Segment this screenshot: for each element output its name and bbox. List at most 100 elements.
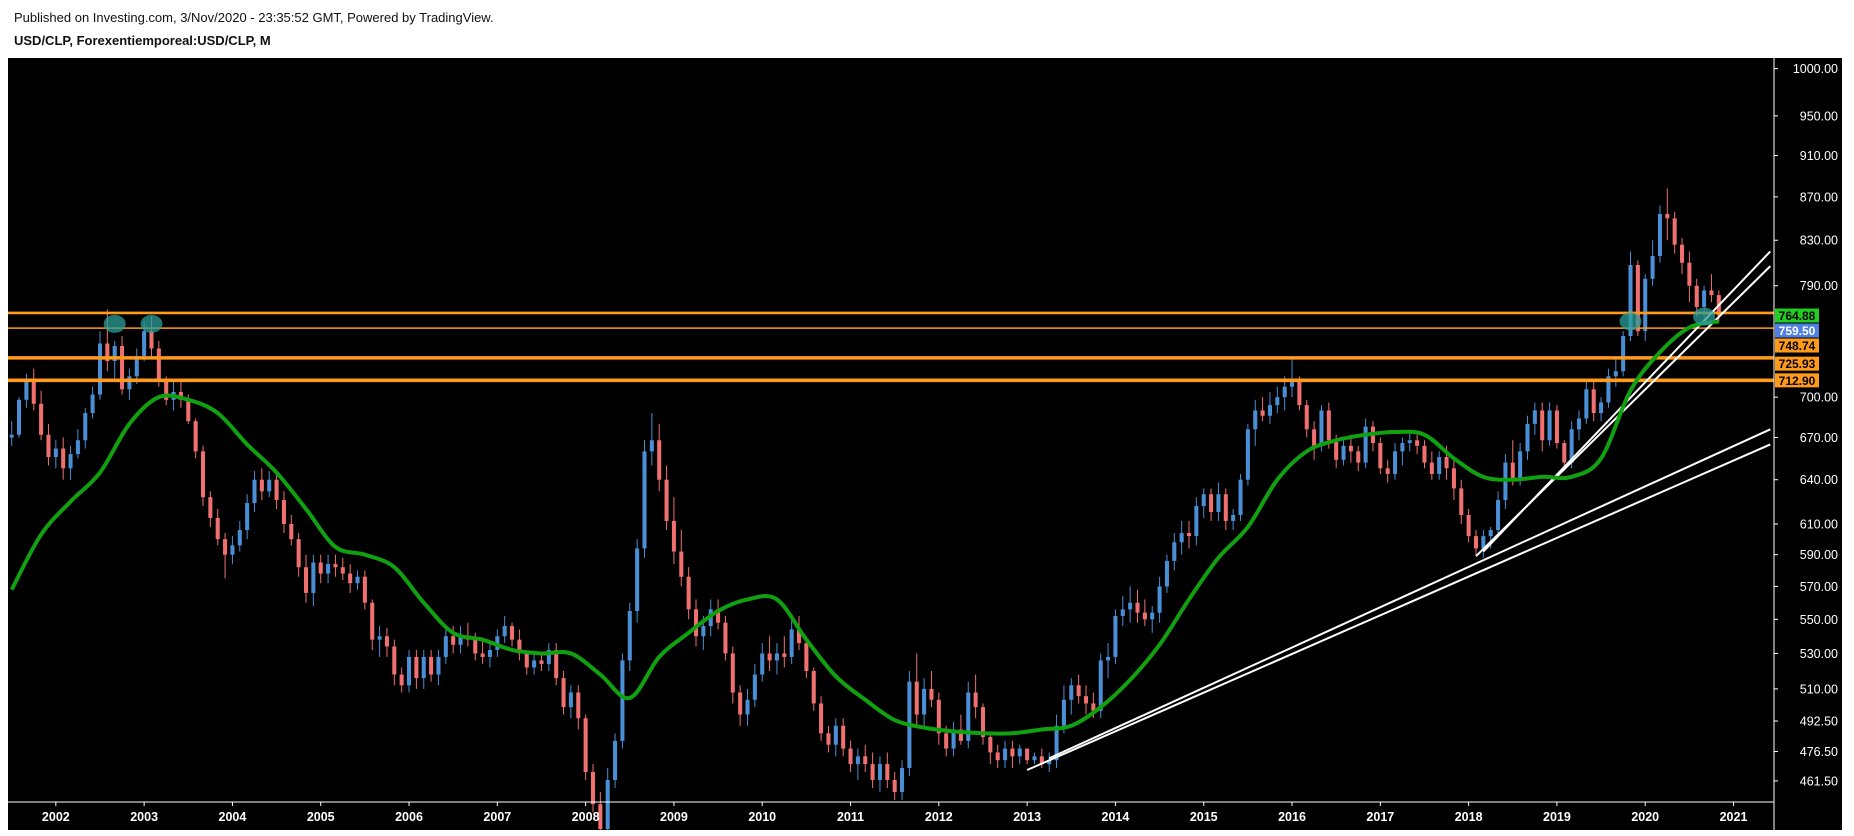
highlight-circle[interactable]	[140, 314, 163, 333]
price-chart[interactable]: 1000.00 950.00 910.00 870.00 830.00 790.00 700…	[8, 58, 1842, 830]
candle	[75, 429, 80, 459]
highlight-circle[interactable]	[1619, 312, 1642, 331]
highlight-circle[interactable]	[103, 314, 126, 333]
moving-average-line[interactable]	[9, 319, 1720, 736]
candle-body	[53, 448, 58, 457]
candle-body	[745, 699, 750, 715]
candle-body	[156, 348, 161, 382]
candle-body	[738, 692, 743, 715]
trend-line[interactable]	[1026, 443, 1771, 771]
price-badge-label: 759.50	[1779, 324, 1816, 338]
candle-body	[826, 733, 831, 745]
candle	[988, 733, 993, 765]
candle-body	[789, 629, 794, 657]
candle-body	[796, 629, 802, 644]
candle	[598, 791, 603, 830]
candle	[414, 649, 419, 689]
candle-body	[1444, 456, 1449, 469]
candle-body	[922, 688, 927, 715]
x-tick-label: 2004	[219, 810, 247, 824]
candle	[1665, 188, 1670, 241]
y-tick-label: 570.00	[1800, 580, 1838, 594]
time-axis[interactable]: 2002 2003 2004 2005 2006 2007 2008 2009 2010 2011…	[42, 802, 1748, 824]
candle	[193, 418, 198, 459]
candle	[532, 653, 537, 675]
candle-body	[193, 421, 198, 452]
x-tick-label: 2002	[42, 810, 70, 824]
candle	[1576, 410, 1582, 441]
candle-body	[105, 343, 110, 362]
chart-area[interactable]: 1000.00 950.00 910.00 870.00 830.00 790.00 700…	[8, 58, 1842, 830]
candle-body	[9, 434, 14, 438]
candle	[767, 636, 772, 671]
candle	[1407, 432, 1412, 452]
candle	[1267, 391, 1272, 424]
candle-body	[774, 653, 779, 661]
candle	[760, 643, 765, 682]
candle-body	[127, 376, 132, 390]
candle-body	[568, 692, 573, 708]
highlight-circle[interactable]	[1693, 307, 1716, 326]
candle	[1194, 497, 1199, 546]
candle-body	[303, 567, 309, 593]
y-tick-label: 870.00	[1800, 190, 1838, 204]
x-tick-label: 2008	[572, 810, 600, 824]
candle-body	[973, 692, 978, 708]
candle	[1657, 205, 1662, 263]
candle-body	[200, 451, 206, 498]
candle	[97, 331, 103, 400]
candle-body	[31, 381, 36, 404]
candle-body	[686, 576, 691, 610]
candle	[318, 554, 323, 584]
candle	[281, 491, 286, 534]
candle	[274, 473, 279, 509]
candle	[855, 748, 860, 780]
candle	[223, 533, 228, 579]
candle	[613, 733, 618, 788]
candle	[620, 653, 625, 749]
candle	[774, 643, 779, 675]
candle-body	[1032, 756, 1037, 761]
price-badge-label: 764.88	[1779, 309, 1816, 323]
candle-body	[1385, 468, 1390, 474]
y-tick-label: 830.00	[1800, 234, 1838, 248]
candle-body	[833, 725, 838, 745]
symbol-title: USD/CLP, Forexentiemporeal:USD/CLP, M	[14, 33, 271, 48]
candle-body	[635, 548, 640, 611]
x-tick-label: 2009	[660, 810, 688, 824]
candle	[1466, 508, 1471, 543]
candle	[1599, 397, 1604, 422]
candle-body	[1591, 389, 1596, 414]
candle	[259, 468, 264, 501]
candle-body	[1422, 445, 1427, 463]
candle-body	[502, 626, 507, 637]
candle-body	[186, 399, 191, 422]
candle-body	[223, 539, 228, 555]
candle	[53, 440, 58, 469]
candle-body	[1643, 278, 1648, 332]
candle-body	[1672, 218, 1677, 245]
candle	[1142, 599, 1147, 627]
candle	[936, 692, 941, 745]
candle-body	[1054, 725, 1059, 761]
candle-body	[1429, 462, 1434, 474]
trend-line[interactable]	[1048, 428, 1771, 760]
candle	[958, 714, 963, 745]
price-badge-box	[1775, 356, 1819, 371]
candle-body	[1290, 381, 1295, 387]
candle-body	[407, 656, 412, 686]
candle-body	[384, 636, 389, 647]
price-axis[interactable]: 1000.00 950.00 910.00 870.00 830.00 790.00 700…	[1774, 62, 1838, 788]
candle-body	[1297, 381, 1302, 406]
y-tick-label: 1000.00	[1793, 62, 1838, 76]
candle-body	[995, 752, 1000, 761]
x-tick-label: 2013	[1013, 810, 1041, 824]
x-tick-label: 2007	[483, 810, 511, 824]
candle-body	[1496, 500, 1501, 531]
candle-body	[1613, 371, 1618, 377]
candle	[17, 397, 22, 438]
candle	[31, 368, 36, 411]
candle-body	[274, 479, 279, 501]
candle	[951, 721, 956, 757]
candle-body	[1223, 494, 1228, 521]
